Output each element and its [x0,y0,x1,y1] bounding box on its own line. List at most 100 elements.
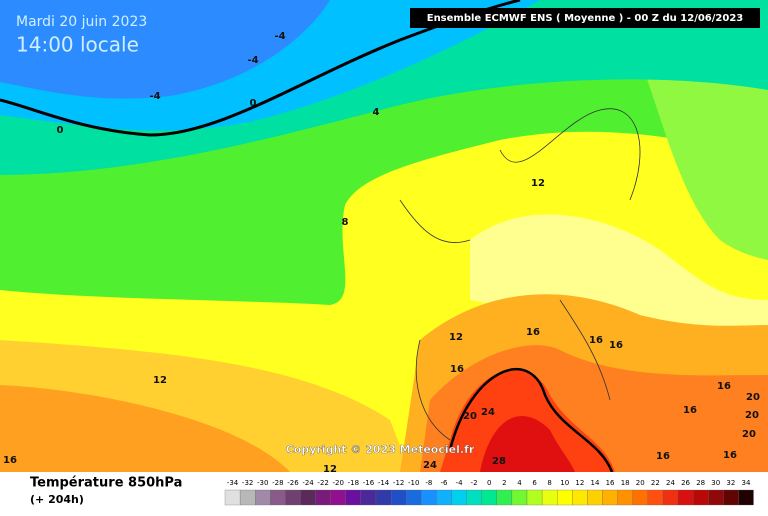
legend-swatch [285,489,301,506]
contour-label: 20 [746,392,760,403]
legend-label: 30 [711,479,720,487]
contour-label: 20 [742,429,756,440]
legend-swatch [315,489,331,506]
legend-swatch [375,489,392,506]
header-box [410,8,760,28]
legend-swatch [602,489,618,506]
legend-label: -16 [363,479,375,487]
legend-swatch [270,489,286,506]
contour-label: 16 [723,450,737,461]
legend-label: 14 [590,479,599,487]
legend-label: 22 [651,479,660,487]
legend-label: 28 [696,479,705,487]
contour-label: 0 [250,98,257,109]
contour-label: 24 [481,407,495,418]
legend-label: -32 [242,479,253,487]
legend-label: -6 [440,479,448,487]
legend-label: 10 [560,479,569,487]
legend-label: 24 [666,479,675,487]
legend-swatch [526,489,543,506]
legend-swatch [451,489,467,506]
time: 14:00 locale [16,33,139,57]
footer-title: Température 850hPa [30,476,182,491]
legend-swatch [300,489,316,506]
contour-label: 4 [373,107,380,118]
legend-label: 26 [681,479,690,487]
legend-label: 6 [532,479,537,487]
legend-label: 4 [517,479,522,487]
legend-label: 8 [547,479,551,487]
legend-label: -18 [348,479,359,487]
legend-swatch [511,489,528,506]
legend-label: -8 [425,479,432,487]
contour-label: -4 [247,55,258,66]
legend-swatch [421,489,437,506]
footer-lead: (+ 204h) [30,493,84,506]
legend-swatch [708,489,724,506]
legend-label: 32 [726,479,735,487]
legend-label: -4 [456,479,464,487]
contour-label: 16 [589,335,603,346]
legend-label: -28 [272,479,283,487]
legend-label: 0 [487,479,491,487]
legend-swatch [541,489,558,506]
legend-label: 16 [606,479,615,487]
model-info: Ensemble ECMWF ENS ( Moyenne ) - 00 Z du… [427,13,744,24]
legend-label: -30 [257,479,268,487]
copyright: Copyright © 2023 Meteociel.fr [286,443,475,456]
legend-swatch [662,489,679,506]
contour-label: 16 [683,405,697,416]
legend-label: 18 [621,479,630,487]
legend-label: -24 [302,479,314,487]
contour-label: -4 [274,31,285,42]
legend-label: -10 [408,479,419,487]
legend-swatch [572,489,588,506]
contour-label: 16 [656,451,670,462]
legend-label: -34 [227,479,239,487]
legend-label: -26 [287,479,299,487]
contour-label: 16 [526,327,540,338]
date: Mardi 20 juin 2023 [16,14,147,30]
contour-label: 20 [745,410,759,421]
contour-label: 16 [717,381,731,392]
contour-label: 12 [323,464,337,475]
legend-label: -12 [393,479,404,487]
contour-label: 0 [57,125,64,136]
legend-swatch [677,489,694,506]
contour-label: 16 [609,340,623,351]
legend-swatch [224,489,241,506]
contour-label: 16 [3,455,17,466]
legend-label: -14 [378,479,390,487]
contour-label: 8 [342,217,349,228]
legend-swatch [496,489,513,506]
legend-label: 20 [636,479,645,487]
legend-label: 12 [575,479,584,487]
map [0,0,768,473]
legend-swatch [239,489,256,506]
legend-swatch [557,489,573,506]
legend-label: -22 [317,479,328,487]
legend-label: -2 [471,479,478,487]
legend-swatch [692,489,709,506]
legend-label: -20 [333,479,344,487]
contour-label: 12 [153,375,167,386]
contour-label: 24 [423,460,437,471]
legend-swatch [406,489,422,506]
contour-label: 28 [492,456,506,467]
legend-swatch [330,489,346,506]
legend-swatch [360,489,377,506]
legend-swatch [617,489,633,506]
contour-label: 16 [450,364,464,375]
contour-label: 12 [449,332,463,343]
legend-swatch [436,489,452,506]
contour-label: 12 [531,178,545,189]
legend-swatch [587,489,603,506]
contour-label: -4 [149,91,160,102]
legend-swatch [723,489,739,506]
legend-swatch [481,489,497,506]
legend-swatch [345,489,362,506]
legend-swatch [466,489,482,506]
legend-swatch [255,489,271,506]
legend-swatch [632,489,648,506]
